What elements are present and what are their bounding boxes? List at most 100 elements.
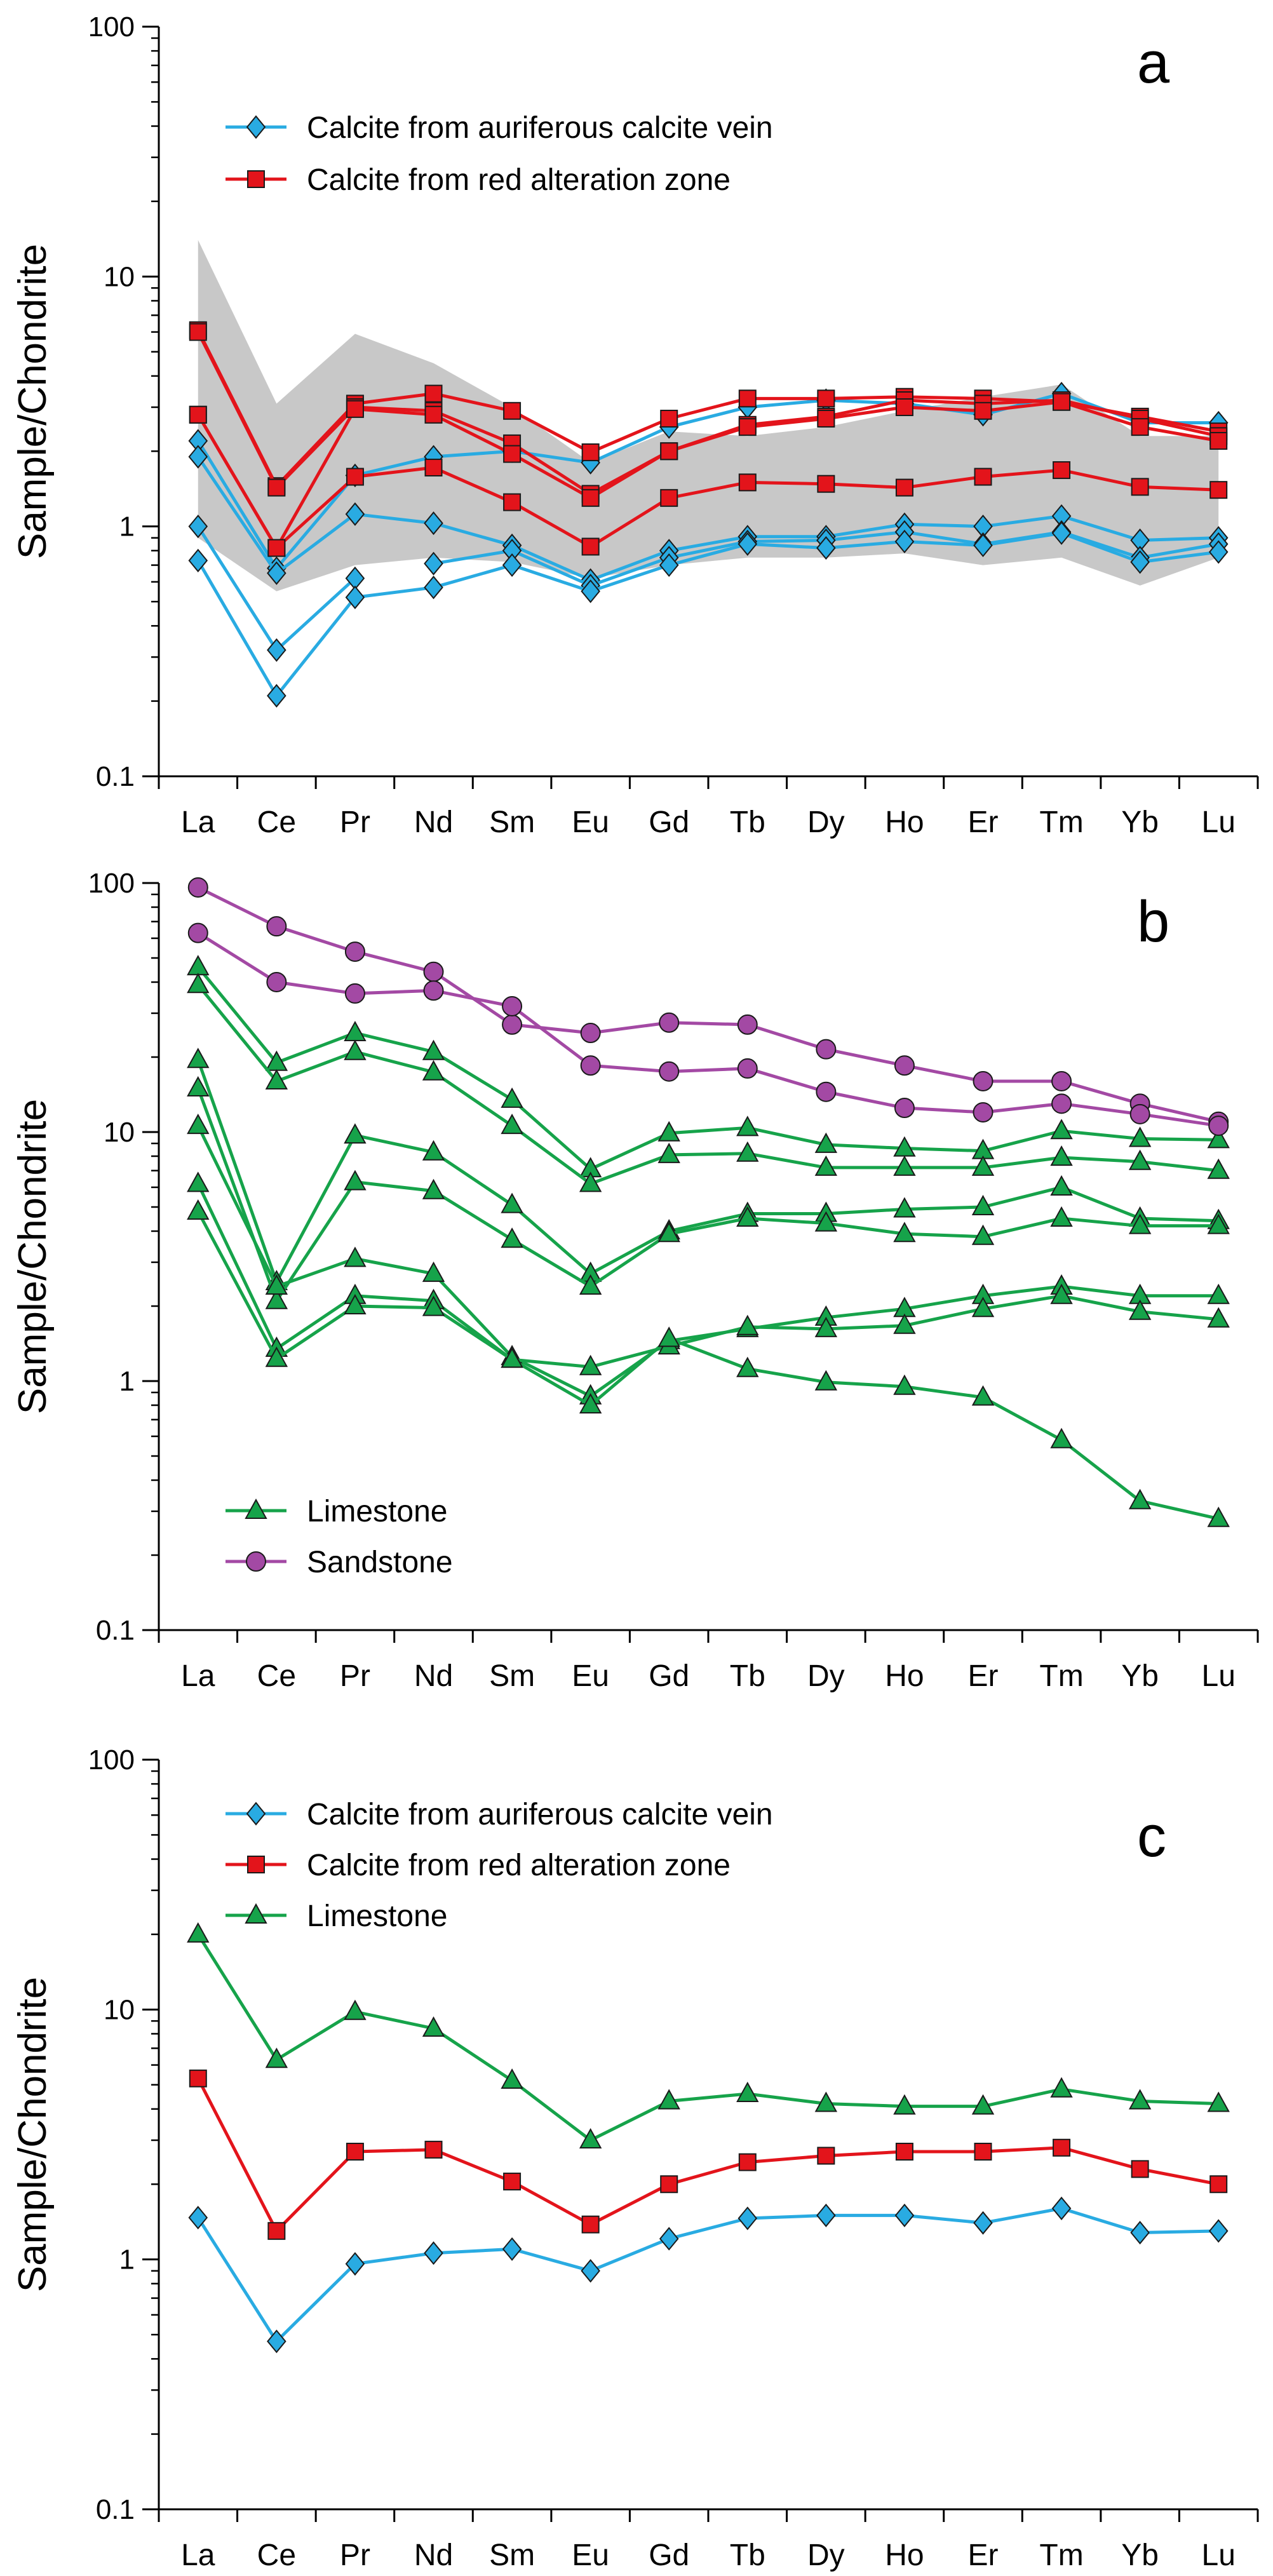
data-point-lu [1209,431,1228,450]
data-point-ho [893,2094,916,2115]
data-point-tm [1050,2077,1073,2098]
data-point-eu [581,537,600,556]
data-point-la [188,445,208,469]
data-point-tm [1050,1175,1073,1196]
series-vein-5 [188,521,1229,708]
data-point-sm [501,1114,523,1135]
data-point-eu [579,1393,602,1413]
data-point-pr [344,1999,367,2020]
panel-a: 0.1 1 10 100 La Ce Pr Nd Sm Eu Gd Tb Dy Ho Er Tm Yb Lu Sam… [11,11,1259,839]
data-point-pr [346,2142,364,2161]
data-point-er [971,1297,995,1318]
data-point-gd [657,1326,680,1347]
x-tick-label-gd: Gd [649,806,689,839]
x-tick-label-pr: Pr [340,1659,370,1693]
data-point-pr [346,400,364,418]
data-point-ho [893,1222,916,1243]
data-point-gd [660,489,678,507]
data-point-yb [1131,418,1149,436]
x-tick-label-eu: Eu [572,806,609,839]
x-tick-label-nd: Nd [414,2539,453,2572]
data-point-nd [422,1039,445,1060]
data-point-yb [1128,1149,1152,1170]
data-point-ho [894,1098,915,1119]
data-point-la [187,1114,210,1135]
series-line [197,931,1219,1128]
data-point-yb [1128,1126,1152,1147]
data-point-tm [1051,521,1072,545]
data-point-eu [579,1274,602,1295]
data-point-sm [503,2173,522,2191]
data-point-er [971,2094,995,2115]
data-point-tb [736,1356,759,1377]
data-point-tm [1050,1145,1073,1166]
data-point-gd [659,1012,680,1033]
legend-marker [247,1856,265,1873]
x-tick-label-la: La [181,2539,215,2572]
data-point-tm [1050,1119,1073,1140]
series-line [196,1088,1219,1303]
data-point-pr [344,1123,367,1144]
panel-label: b [1137,889,1169,954]
legend-label: Calcite from auriferous calcite vein [307,1798,773,1831]
data-point-pr [345,585,365,609]
data-point-dy [814,1155,838,1176]
data-point-sm [501,1227,523,1248]
data-point-tb [738,389,757,408]
data-point-ho [895,478,913,497]
data-point-yb [1131,2160,1149,2178]
data-point-yb [1129,1103,1150,1124]
legend: Calcite from auriferous calcite vein Calc… [226,1798,773,1933]
data-point-pr [344,983,365,1004]
x-tick-label-tb: Tb [730,2539,765,2572]
data-point-eu [581,579,600,604]
data-point-tb [738,2206,758,2230]
series-line [196,455,1219,582]
data-point-ho [893,1155,916,1176]
data-point-ce [266,971,287,992]
series-vein-3 [188,515,365,662]
series-avg-limestone [187,1922,1230,2148]
data-point-eu [581,443,600,461]
legend-label: Limestone [307,1495,447,1528]
x-tick-label-dy: Dy [807,806,845,839]
panel-label: a [1137,30,1170,95]
data-point-lu [1207,1158,1230,1179]
x-tick-label-tm: Tm [1039,2539,1083,2572]
data-point-sm [501,2068,523,2089]
data-point-tm [1053,393,1071,411]
series-line [196,1933,1219,2142]
x-tick-label-gd: Gd [649,1659,689,1693]
x-tick-label-pr: Pr [340,2539,370,2572]
data-point-ce [267,2330,286,2354]
data-point-ce [265,1346,288,1367]
data-point-la [187,1199,210,1220]
data-point-la [189,405,207,424]
data-point-er [971,1224,995,1245]
x-tick-label-lu: Lu [1202,2539,1236,2572]
data-point-ce [267,561,286,585]
data-point-eu [581,2215,600,2234]
series-ls-1 [187,955,1230,1178]
data-point-lu [1209,2175,1228,2194]
data-point-pr [344,1246,367,1267]
legend-item: Calcite from red alteration zone [226,1849,731,1882]
panel-b: 0.1 1 10 100 La Ce Pr Nd Sm Eu Gd Tb Dy Ho Er Tm Yb Lu Sam… [11,868,1259,1693]
data-point-pr [344,1039,367,1060]
series-line [196,531,1219,698]
series-line [196,2077,1219,2233]
data-point-tb [736,1116,759,1136]
data-point-tb [738,2153,757,2171]
x-tick-label-ho: Ho [885,806,924,839]
data-point-nd [424,459,443,477]
y-tick-label: 10 [104,1994,135,2025]
legend-marker [246,1802,266,1826]
data-point-la [187,955,210,976]
data-point-nd [422,2016,445,2037]
x-tick-label-nd: Nd [414,1659,453,1693]
data-point-nd [424,551,443,576]
range-envelope [198,239,1219,591]
data-point-la [187,973,210,994]
series-red-4 [189,405,1228,557]
series-line [196,400,1219,550]
